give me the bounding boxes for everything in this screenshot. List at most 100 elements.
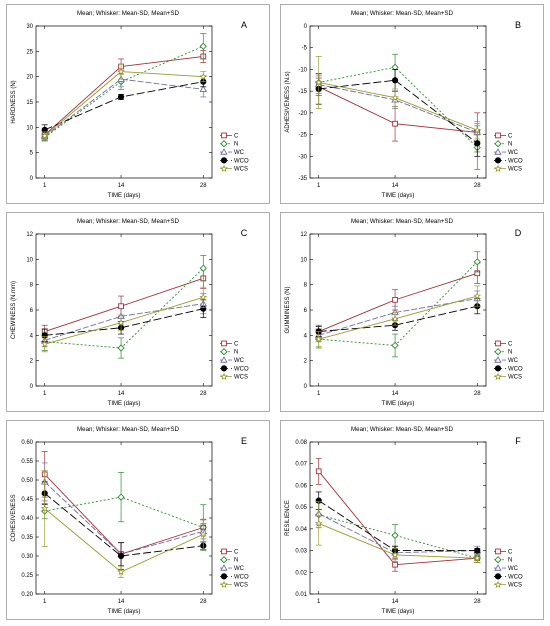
legend-entry-c: C bbox=[220, 340, 239, 347]
y-tick-label: 4 bbox=[30, 333, 34, 339]
legend-label: WCS bbox=[508, 167, 522, 173]
legend-label: N bbox=[234, 558, 238, 564]
data-point-wco bbox=[474, 547, 481, 554]
series-n bbox=[41, 255, 207, 359]
legend-entry-wc: WC bbox=[494, 564, 519, 572]
legend-entry-n: N bbox=[494, 140, 512, 148]
y-tick-label: 5 bbox=[30, 151, 34, 157]
panel-frame bbox=[280, 212, 544, 412]
x-tick-label: 14 bbox=[392, 391, 399, 397]
chart-subtitle: Mean; Whisker: Mean-SD, Mean+SD bbox=[77, 218, 179, 225]
series-wcs bbox=[314, 501, 482, 563]
legend-entry-c: C bbox=[220, 548, 239, 555]
data-point-c bbox=[392, 561, 398, 568]
chart-panel-b: Mean; Whisker: Mean-SD, Mean+SD B 0 -5 -10 -1… bbox=[280, 4, 544, 204]
y-tick-label: 0.60 bbox=[21, 440, 33, 446]
panel-frame bbox=[280, 420, 544, 620]
series-wcs bbox=[40, 470, 208, 579]
legend-marker-wco bbox=[494, 157, 502, 164]
legend-marker-n bbox=[494, 556, 502, 564]
legend-marker-n bbox=[220, 348, 228, 356]
y-tick-label: 0.01 bbox=[295, 592, 307, 598]
y-tick-label: -30 bbox=[298, 154, 307, 160]
panel-letter: D bbox=[515, 228, 522, 238]
panel-frame bbox=[6, 212, 270, 412]
y-tick-label: 8 bbox=[304, 283, 308, 289]
legend-marker-wco bbox=[494, 573, 502, 580]
data-point-wcs bbox=[117, 67, 125, 75]
series-line-wco bbox=[44, 308, 204, 336]
series-line-wc bbox=[318, 298, 478, 336]
legend-entry-wc: WC bbox=[220, 564, 245, 572]
legend-label: N bbox=[508, 142, 512, 148]
data-point-c bbox=[392, 297, 398, 303]
data-point-n bbox=[117, 344, 125, 352]
data-point-n bbox=[473, 258, 481, 266]
legend-marker-n bbox=[220, 140, 228, 148]
x-tick-label: 28 bbox=[474, 183, 481, 189]
legend-marker-c bbox=[221, 340, 227, 347]
legend-marker-wcs bbox=[220, 164, 228, 172]
data-point-c bbox=[315, 468, 322, 475]
x-tick-label: 1 bbox=[317, 183, 321, 189]
legend-entry-wcs: WCS bbox=[494, 372, 522, 381]
y-tick-label: 25 bbox=[26, 49, 33, 55]
legend-marker-wc bbox=[220, 356, 228, 363]
chart-subtitle: Mean; Whisker: Mean-SD, Mean+SD bbox=[77, 10, 179, 17]
x-tick-label: 1 bbox=[43, 183, 47, 189]
x-tick-label: 14 bbox=[392, 183, 399, 189]
legend-entry-wc: WC bbox=[494, 356, 519, 364]
legend-entry-wcs: WCS bbox=[220, 580, 248, 589]
panel-letter: B bbox=[515, 20, 521, 30]
y-tick-label: 0 bbox=[304, 384, 308, 390]
y-tick-label: -35 bbox=[298, 176, 307, 182]
legend-entry-c: C bbox=[494, 548, 513, 555]
data-point-wcs bbox=[391, 550, 399, 559]
data-point-wcs bbox=[473, 291, 482, 300]
y-tick-label: 0 bbox=[30, 176, 34, 182]
x-tick-label: 14 bbox=[118, 391, 125, 397]
y-tick-label: 10 bbox=[26, 125, 33, 131]
chart-subtitle: Mean; Whisker: Mean-SD, Mean+SD bbox=[351, 218, 453, 225]
x-tick-label: 14 bbox=[392, 599, 399, 605]
legend-entry-wco: WCO bbox=[494, 157, 523, 164]
panel-letter: E bbox=[241, 436, 247, 446]
data-point-wcs bbox=[473, 554, 482, 562]
legend-marker-wc bbox=[220, 564, 228, 571]
legend-entry-wcs: WCS bbox=[220, 372, 248, 381]
legend-entry-c: C bbox=[494, 132, 513, 139]
chart-panel-e: Mean; Whisker: Mean-SD, Mean+SD E 0.20 0.25… bbox=[6, 420, 270, 620]
y-tick-label: 0.06 bbox=[295, 483, 307, 489]
legend-label: WC bbox=[234, 566, 245, 572]
y-tick-label: 0.45 bbox=[21, 497, 33, 503]
series-line-wco bbox=[44, 492, 204, 557]
x-tick-label: 1 bbox=[43, 391, 47, 397]
x-tick-label: 28 bbox=[200, 183, 207, 189]
data-point-wcs bbox=[117, 567, 125, 576]
y-tick-label: 0.04 bbox=[295, 527, 307, 533]
y-axis-label: COHESIVENESS bbox=[11, 494, 17, 541]
legend-marker-wc bbox=[494, 356, 502, 363]
x-axis-label: TIME (days) bbox=[382, 193, 415, 199]
series-wcs bbox=[314, 56, 482, 140]
y-axis-label: CHEWINESS (N.mm) bbox=[11, 281, 17, 339]
legend-entry-wco: WCO bbox=[494, 573, 523, 580]
legend-marker-n bbox=[494, 140, 502, 148]
chart-panel-c: Mean; Whisker: Mean-SD, Mean+SD C 0 2 4 6 8 10 1… bbox=[6, 212, 270, 412]
y-axis-label: GUMMINESS (N) bbox=[285, 287, 291, 334]
legend-marker-wc bbox=[220, 148, 228, 155]
legend-label: WCS bbox=[234, 167, 248, 173]
y-tick-label: 15 bbox=[26, 100, 33, 106]
legend-entry-wcs: WCS bbox=[494, 164, 522, 173]
legend-label: WCO bbox=[508, 366, 523, 372]
data-point-wcs bbox=[199, 72, 208, 80]
legend-entry-wcs: WCS bbox=[494, 580, 522, 589]
y-tick-label: -10 bbox=[298, 67, 307, 73]
legend-label: WCS bbox=[234, 375, 248, 381]
legend-label: WCS bbox=[508, 375, 522, 381]
data-point-wcs bbox=[391, 314, 399, 323]
chart-subtitle: Mean; Whisker: Mean-SD, Mean+SD bbox=[351, 426, 453, 433]
panel-frame bbox=[6, 420, 270, 620]
legend-marker-wcs bbox=[220, 372, 228, 380]
legend-label: N bbox=[234, 350, 238, 356]
